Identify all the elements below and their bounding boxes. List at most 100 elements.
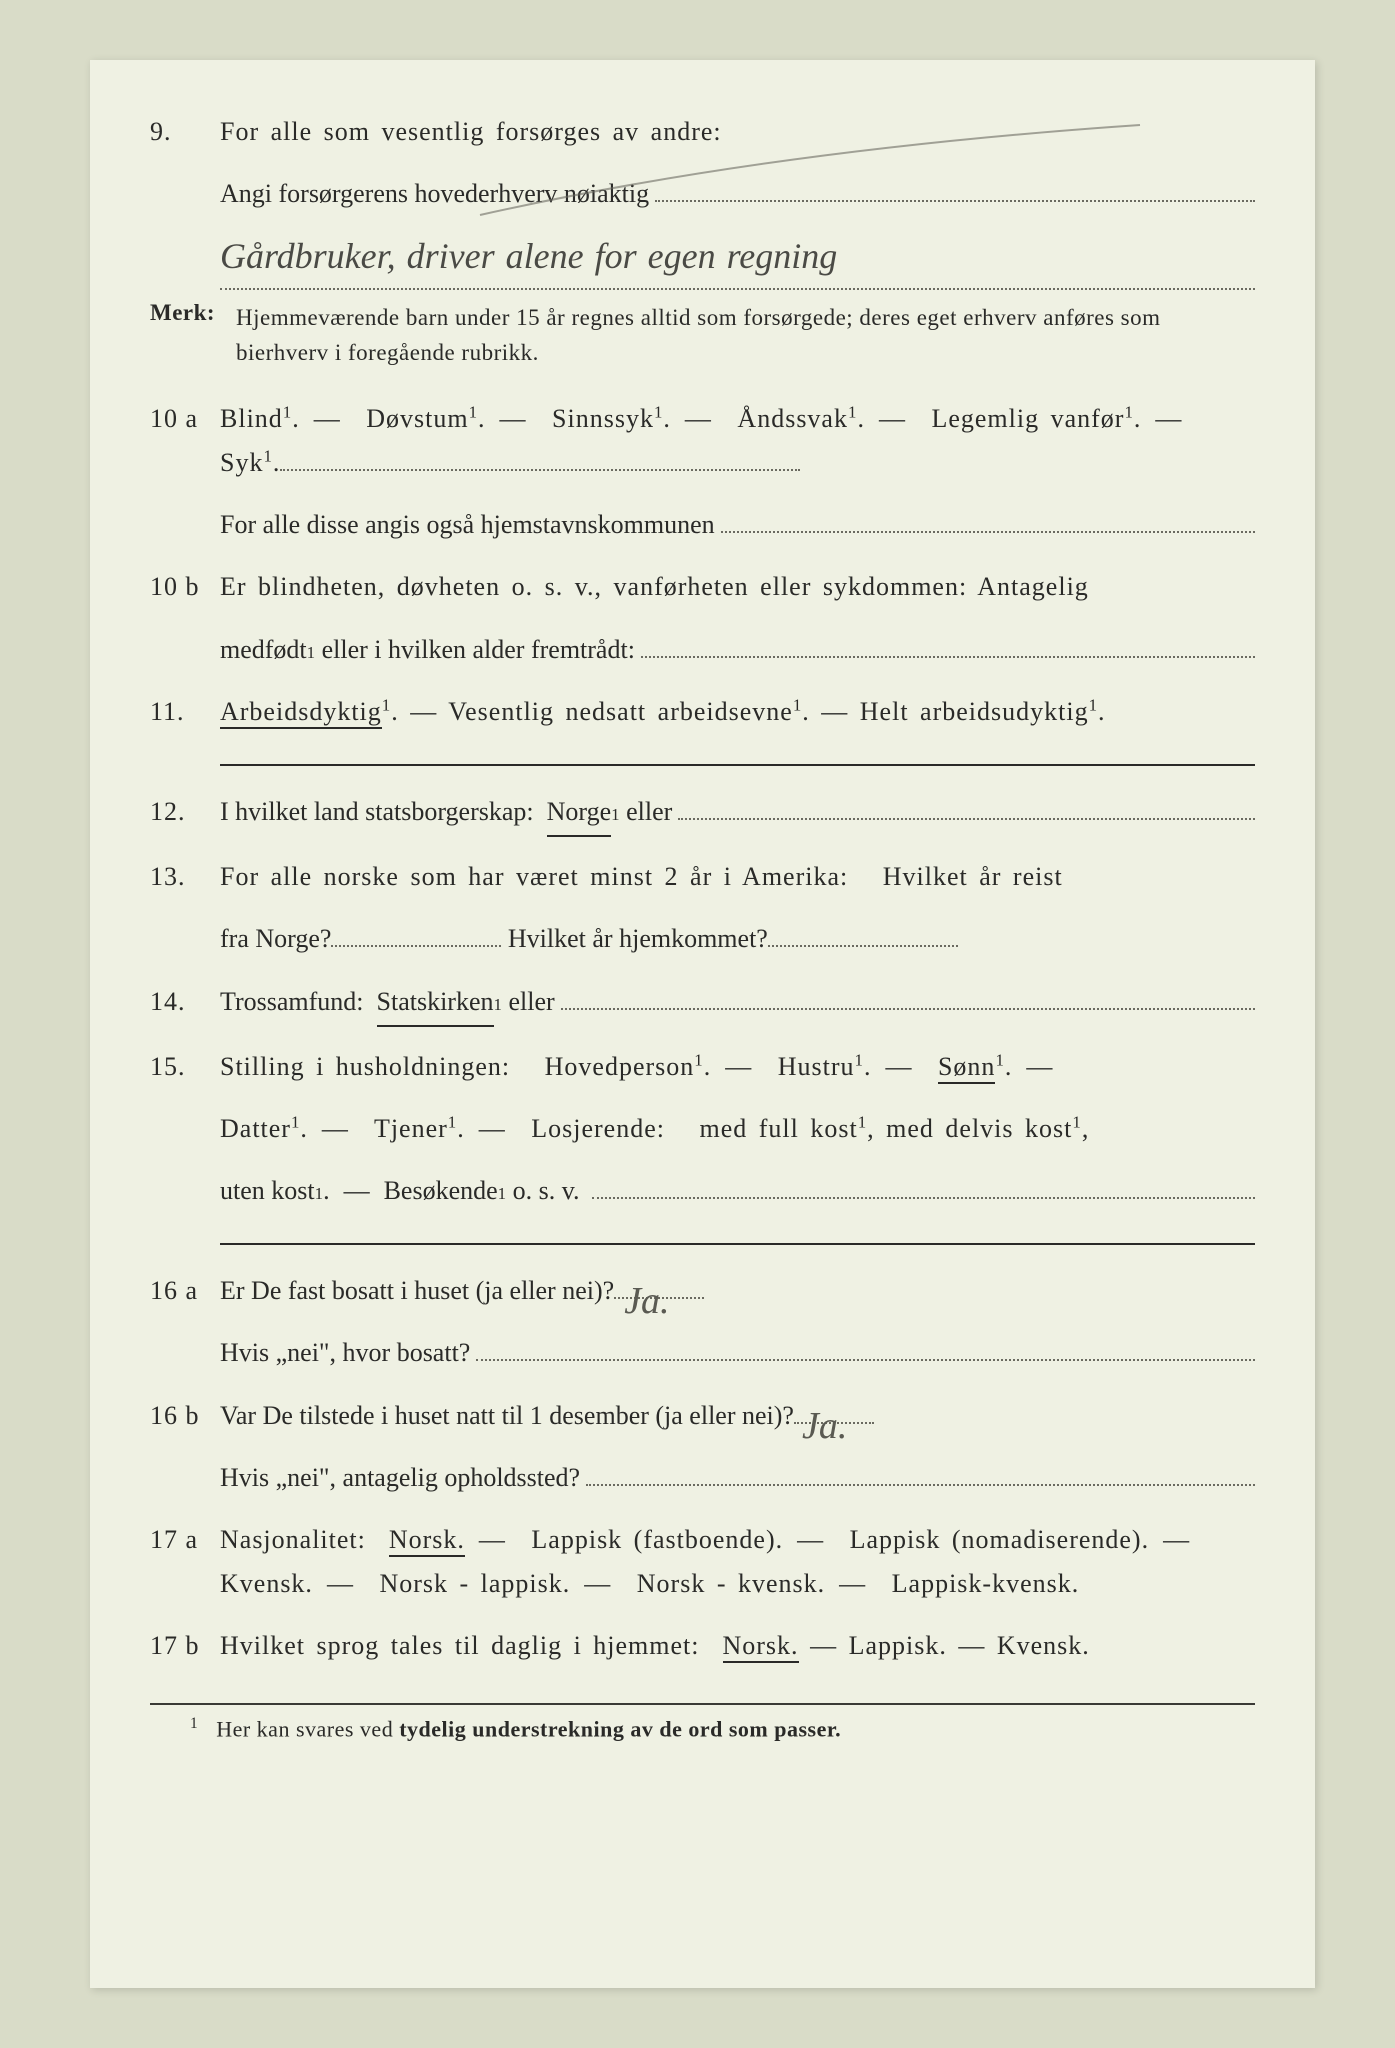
dotted-fill (721, 505, 1255, 534)
merk-label: Merk: (150, 300, 236, 371)
q17a-label: Nasjonalitet: (220, 1525, 366, 1554)
q13-t1: For alle norske som har været minst 2 år… (220, 862, 848, 891)
opt-sonn: Sønn (938, 1052, 995, 1084)
q15-options: Stilling i husholdningen: Hovedperson1.—… (220, 1045, 1255, 1089)
q10a-hjemstavns: For alle disse angis også hjemstavnskomm… (220, 503, 715, 547)
q16a-line2: Hvis „nei", hvor bosatt? (150, 1331, 1255, 1375)
q17b-number: 17 b (150, 1624, 220, 1668)
footnote-number: 1 (190, 1715, 198, 1732)
section-divider (220, 764, 1255, 766)
q15-line1: 15. Stilling i husholdningen: Hovedperso… (150, 1045, 1255, 1089)
q14-eller: eller (508, 980, 554, 1024)
opt-norsk-kvensk: Norsk - kvensk. (637, 1569, 825, 1598)
q17a-options: Nasjonalitet: Norsk.— Lappisk (fastboend… (220, 1518, 1255, 1606)
q12-text: I hvilket land statsborgerskap: (220, 790, 534, 834)
opt-arbeidsdyktig: Arbeidsdyktig (220, 697, 382, 729)
q14-statskirken: Statskirken (377, 980, 494, 1027)
q13-line1: 13. For alle norske som har været minst … (150, 855, 1255, 899)
opt-dovstum: Døvstum (366, 404, 468, 433)
q10a-line2: For alle disse angis også hjemstavnskomm… (150, 503, 1255, 547)
opt-hustru: Hustru (778, 1052, 855, 1081)
opt-syk: Syk (220, 448, 263, 477)
q10a-number: 10 a (150, 397, 220, 441)
q12-eller: eller (626, 790, 672, 834)
dotted-fill (586, 1457, 1255, 1486)
q16b-line2: Hvis „nei", antagelig opholdssted? (150, 1456, 1255, 1500)
dotted-fill (592, 1171, 1255, 1200)
q16b-number: 16 b (150, 1394, 220, 1438)
q16b-line1: 16 b Var De tilstede i huset natt til 1 … (150, 1394, 1255, 1438)
q12-norge: Norge (547, 790, 612, 837)
q14-text: Trossamfund: (220, 980, 364, 1024)
opt-delviskost: med delvis kost (886, 1114, 1072, 1143)
q16a-hvisnei: Hvis „nei", hvor bosatt? (220, 1331, 470, 1375)
q16a-text: Er De fast bosatt i huset (ja eller nei)… (220, 1269, 614, 1313)
opt-losjerende: Losjerende: (531, 1114, 665, 1143)
q9-line2: Angi forsørgerens hovederhverv nøiaktig (150, 172, 1255, 216)
q10a-options: Blind1.— Døvstum1.— Sinnssyk1.— Åndssvak… (220, 397, 1255, 485)
q11-options: Arbeidsdyktig1. — Vesentlig nedsatt arbe… (220, 690, 1255, 734)
q13-line2: fra Norge? Hvilket år hjemkommet? (150, 917, 1255, 961)
q15-line2: Datter1.— Tjener1.— Losjerende: med full… (150, 1107, 1255, 1151)
q13-hjemkomm: Hvilket år hjemkommet? (508, 917, 768, 961)
q10b-line2: medfødt1 eller i hvilken alder fremtrådt… (150, 628, 1255, 672)
merk-note: Merk: Hjemmeværende barn under 15 år reg… (150, 300, 1255, 371)
q15-line3: uten kost1.— Besøkende1 o. s. v. (150, 1169, 1255, 1213)
dotted-fill (641, 629, 1255, 658)
opt-datter: Datter (220, 1114, 291, 1143)
merk-text: Hjemmeværende barn under 15 år regnes al… (236, 300, 1255, 371)
opt-lappisk2: Lappisk. (849, 1631, 947, 1660)
dotted-fill (331, 945, 501, 947)
q17b-options: Hvilket sprog tales til daglig i hjemmet… (220, 1624, 1255, 1668)
q10b-medfodt: medfødt (220, 628, 307, 672)
opt-tjener: Tjener (374, 1114, 448, 1143)
q14-number: 14. (150, 980, 220, 1024)
q10a-line1: 10 a Blind1.— Døvstum1.— Sinnssyk1.— Ånd… (150, 397, 1255, 485)
q15-number: 15. (150, 1045, 220, 1089)
opt-udyktig: Helt arbeidsudyktig (860, 697, 1089, 726)
opt-blind: Blind (220, 404, 283, 433)
opt-kvensk: Kvensk. (220, 1569, 313, 1598)
dotted-fill (561, 981, 1255, 1010)
q13-number: 13. (150, 855, 220, 899)
opt-norsk2: Norsk. (723, 1631, 799, 1663)
q16a-line1: 16 a Er De fast bosatt i huset (ja eller… (150, 1269, 1255, 1313)
opt-lappisk-kvensk: Lappisk-kvensk. (892, 1569, 1080, 1598)
opt-utenkost: uten kost (220, 1169, 315, 1213)
opt-andssvak: Åndssvak (737, 404, 848, 433)
q9-number: 9. (150, 110, 220, 154)
opt-lappisk-fast: Lappisk (fastboende). (531, 1525, 783, 1554)
q9-handwritten-row: Gårdbruker, driver alene for egen regnin… (150, 226, 1255, 289)
footnote-text-bold: tydelig understrekning av de ord som pas… (399, 1716, 841, 1741)
q9-line1: 9. For alle som vesentlig forsørges av a… (150, 110, 1255, 154)
opt-norsk: Norsk. (389, 1525, 465, 1557)
q16b-text: Var De tilstede i huset natt til 1 desem… (220, 1394, 794, 1438)
q9-handwritten-answer: Gårdbruker, driver alene for egen regnin… (220, 226, 1255, 289)
footnote: 1 Her kan svares ved tydelig understrekn… (150, 1715, 1255, 1742)
q14: 14. Trossamfund: Statskirken1 eller (150, 980, 1255, 1027)
q16b-hvisnei: Hvis „nei", antagelig opholdssted? (220, 1456, 580, 1500)
q10b-number: 10 b (150, 565, 220, 609)
q17a-number: 17 a (150, 1518, 220, 1562)
q16b-answer-line: Ja. (794, 1422, 874, 1424)
q11: 11. Arbeidsdyktig1. — Vesentlig nedsatt … (150, 690, 1255, 734)
q10b-alder: eller i hvilken alder fremtrådt: (322, 628, 635, 672)
q13-franorge: fra Norge? (220, 917, 331, 961)
q17a-line1: 17 a Nasjonalitet: Norsk.— Lappisk (fast… (150, 1518, 1255, 1606)
q16a-answer-line: Ja. (614, 1297, 704, 1299)
q10b-line1: 10 b Er blindheten, døvheten o. s. v., v… (150, 565, 1255, 609)
q13-text: For alle norske som har været minst 2 år… (220, 855, 1255, 899)
q15-label: Stilling i husholdningen: (220, 1052, 510, 1081)
opt-besokende: Besøkende (384, 1169, 498, 1213)
dotted-fill (476, 1333, 1255, 1362)
q17b: 17 b Hvilket sprog tales til daglig i hj… (150, 1624, 1255, 1668)
opt-norsk-lappisk: Norsk - lappisk. (379, 1569, 570, 1598)
section-divider (220, 1243, 1255, 1245)
q10b-text1: Er blindheten, døvheten o. s. v., vanfør… (220, 565, 1255, 609)
q16b-answer: Ja. (802, 1394, 847, 1459)
q12: 12. I hvilket land statsborgerskap: Norg… (150, 790, 1255, 837)
footnote-divider (150, 1703, 1255, 1705)
opt-kvensk2: Kvensk. (997, 1631, 1090, 1660)
opt-fullkost: med full kost (699, 1114, 857, 1143)
footnote-text-plain: Her kan svares ved (216, 1716, 399, 1741)
